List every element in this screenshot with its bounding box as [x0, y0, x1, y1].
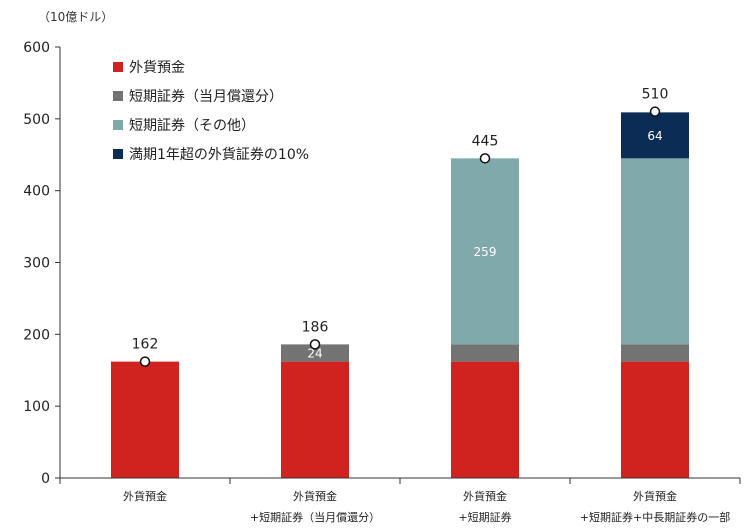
bar-segment — [111, 361, 179, 478]
bar-segment — [621, 112, 689, 159]
x-category-label: 外貨預金 — [293, 489, 337, 503]
y-tick-label: 600 — [23, 40, 50, 56]
segment-value-label: 64 — [647, 129, 662, 143]
total-value-label: 186 — [302, 319, 329, 335]
legend-swatch — [113, 149, 123, 159]
bar-segment — [451, 344, 519, 362]
x-category-label: +短期証券（当月償還分） — [250, 510, 380, 524]
x-category-label: +短期証券 — [458, 510, 511, 524]
total-marker — [649, 106, 661, 117]
total-marker — [479, 153, 491, 164]
x-category-label: +短期証券+中長期証券の一部 — [580, 510, 730, 524]
y-tick-label: 500 — [23, 112, 50, 128]
y-tick-label: 200 — [23, 327, 50, 343]
bar-segment — [451, 158, 519, 345]
y-tick-label: 0 — [41, 471, 50, 487]
y-tick-label: 300 — [23, 256, 50, 272]
legend-swatch — [113, 91, 123, 101]
bar-segment — [621, 344, 689, 362]
x-category-label: 外貨預金 — [633, 489, 677, 503]
bar-segment — [621, 158, 689, 345]
legend-label: 外貨預金 — [129, 59, 185, 76]
total-value-label: 162 — [132, 337, 159, 353]
legend-swatch — [113, 62, 123, 72]
total-value-label: 510 — [642, 87, 669, 103]
total-value-label: 445 — [472, 133, 499, 149]
bar-segment — [451, 361, 519, 478]
legend-label: 短期証券（その他） — [129, 118, 255, 134]
bar-segment — [281, 361, 349, 478]
y-tick-label: 400 — [23, 184, 50, 200]
bar-segment — [621, 361, 689, 478]
y-tick-label: 100 — [23, 399, 50, 415]
segment-value-label: 24 — [307, 347, 322, 361]
total-marker — [139, 356, 151, 367]
legend-label: 満期1年超の外貨証券の10% — [129, 146, 309, 163]
x-category-label: 外貨預金 — [123, 489, 167, 503]
legend-swatch — [113, 120, 123, 130]
y-axis-unit-label: （10億ドル） — [38, 10, 114, 24]
x-category-label: 外貨預金 — [463, 489, 507, 503]
segment-value-label: 259 — [474, 245, 497, 259]
total-marker — [309, 339, 321, 350]
bar-segment — [281, 344, 349, 362]
legend-label: 短期証券（当月償還分） — [129, 89, 283, 105]
